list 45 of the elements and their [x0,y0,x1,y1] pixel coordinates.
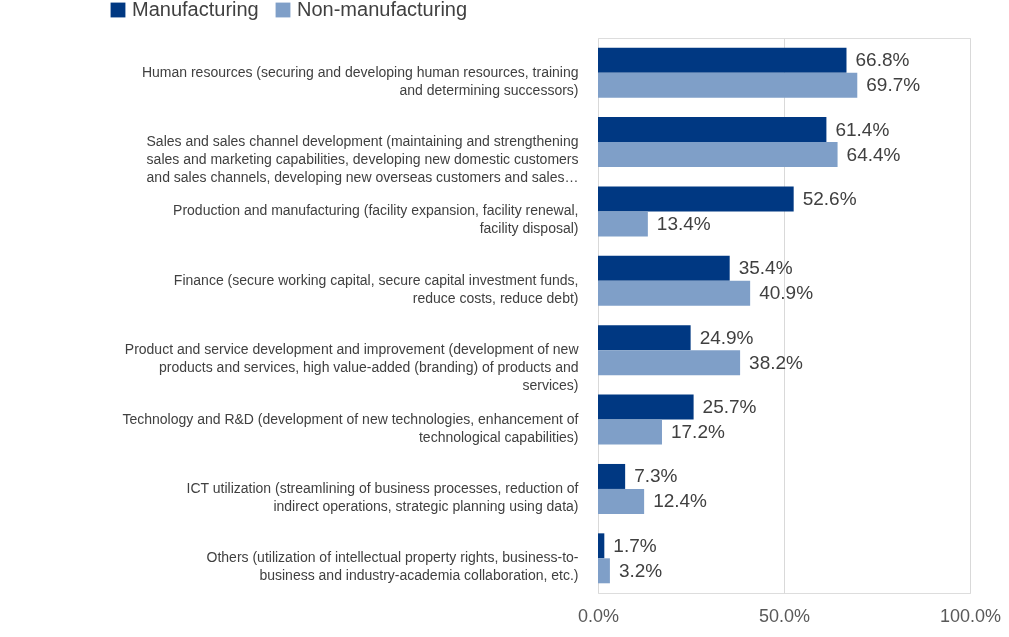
data-label: 35.4% [738,257,793,279]
bar [598,325,691,351]
bar [598,72,858,98]
bar [598,211,648,237]
data-label: 3.2% [618,559,663,581]
y-tick-label: Finance (secure working capital, secure capital investment funds, reduce costs, reduce debt) [173,271,579,306]
data-label: 12.4% [653,490,708,512]
bar [598,350,741,376]
x-tick-label: 50.0% [758,605,811,626]
bar [598,558,610,584]
bar [598,488,645,514]
bar [598,280,751,306]
bar [598,142,838,168]
bar [598,394,694,420]
y-tick-label: Others (utilization of intellectual property rights, business-to-business and industry-academia collaboration, etc.) [206,549,579,584]
data-label: 69.7% [866,74,921,96]
data-label: 7.3% [634,465,678,487]
y-tick-label: Product and service development and improvement (development of new products and services, high value-added (branding) of products and services) [124,341,580,394]
data-label: 38.2% [749,351,804,373]
x-tick-label: 100.0% [939,605,1002,626]
data-label: 17.2% [670,421,725,443]
data-label: 1.7% [613,534,657,556]
y-tick-label: Human resources (securing and developing human resources, training and determining successors) [141,63,579,98]
legend-label: Manufacturing [132,0,259,20]
data-label: 13.4% [656,212,711,234]
data-label: 61.4% [835,118,890,140]
legend-label: Non-manufacturing [297,0,468,20]
bar [598,186,794,212]
bar [598,463,626,489]
y-tick-label: ICT utilization (streamlining of business processes, reduction of indirect operations, strategic planning using data) [186,479,579,514]
data-label: 52.6% [802,187,857,209]
data-label: 66.8% [855,49,910,71]
bar [598,419,662,445]
bar [598,255,730,281]
data-label: 24.9% [699,326,754,348]
y-tick-label: Production and manufacturing (facility expansion, facility renewal, facility disposal) [173,202,579,237]
x-tick-label: 0.0% [577,605,620,626]
bar [598,47,847,73]
y-tick-label: Sales and sales channel development (maintaining and strengthening sales and marketing capabilities, developing new domestic customers and sales channels, developing new overseas customers and sales… [146,133,579,186]
bar [598,533,605,559]
data-label: 40.9% [759,282,814,304]
bar [598,117,827,143]
data-label: 25.7% [702,396,757,418]
y-tick-label: Technology and R&D (development of new technologies, enhancement of technological capabilities) [122,410,579,445]
data-label: 64.4% [846,143,901,165]
